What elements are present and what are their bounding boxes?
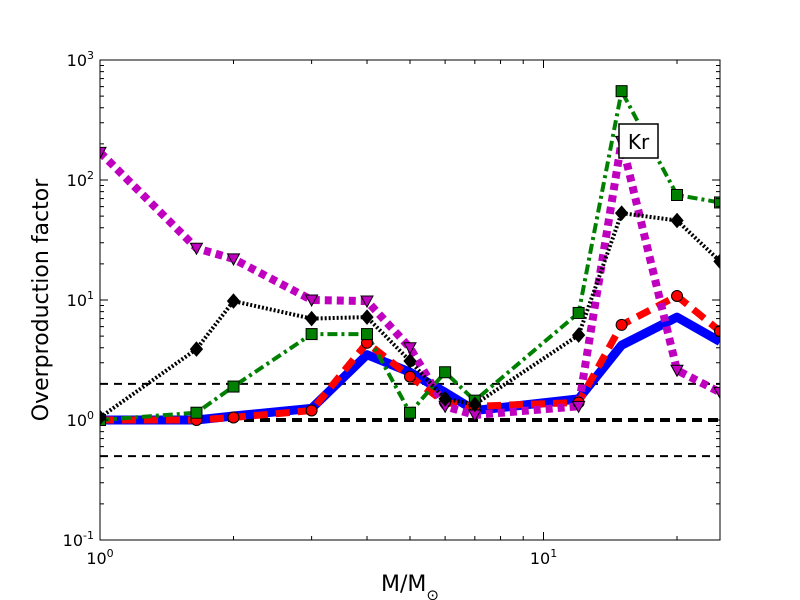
series-1-point xyxy=(404,370,416,383)
series-1-point xyxy=(671,289,684,302)
y-tick-label: 101 xyxy=(67,289,94,310)
x-tick-label: 101 xyxy=(530,547,557,568)
series-line-3 xyxy=(100,89,720,422)
series-4-point xyxy=(571,327,586,343)
y-tick-label: 100 xyxy=(67,409,94,430)
annotation-box: Kr xyxy=(618,123,659,159)
series-lines xyxy=(100,89,720,425)
plot-background xyxy=(100,60,720,540)
series-2-point xyxy=(100,146,107,160)
series-3-point xyxy=(227,380,240,393)
series-2-point xyxy=(403,342,417,355)
series-4-point xyxy=(438,391,452,407)
series-3-point xyxy=(572,306,585,319)
y-tick-label: 102 xyxy=(67,169,94,190)
series-2-point xyxy=(713,386,720,400)
y-tick-label: 103 xyxy=(67,49,94,70)
series-1-point xyxy=(305,404,318,417)
series-3-point xyxy=(714,196,720,209)
series-4-point xyxy=(100,409,107,426)
series-4-point xyxy=(670,212,684,229)
series-4-point xyxy=(403,353,417,369)
y-tick-label: 10-1 xyxy=(63,529,94,550)
series-3-point xyxy=(404,406,416,419)
annotation-label: Kr xyxy=(628,130,650,154)
series-4-point xyxy=(226,293,241,309)
series-3-point xyxy=(190,406,203,419)
series-2-point xyxy=(571,400,586,414)
x-tick-label: 100 xyxy=(86,547,113,568)
series-2-point xyxy=(226,253,241,266)
axis-ticks xyxy=(99,59,720,541)
series-4-point xyxy=(360,309,374,325)
series-1-point xyxy=(227,411,240,424)
series-2-point xyxy=(189,242,204,256)
series-1-point xyxy=(615,318,628,331)
series-3-point xyxy=(361,328,374,341)
series-4-point xyxy=(713,253,720,270)
series-2-point xyxy=(304,294,319,308)
series-line-4 xyxy=(100,211,720,420)
series-line-2 xyxy=(100,137,720,419)
series-2-point xyxy=(360,295,374,309)
x-axis-label: M/M⊙ xyxy=(381,572,439,600)
series-4-point xyxy=(189,341,204,357)
series-1-point xyxy=(714,325,720,338)
series-line-1 xyxy=(100,292,720,424)
series-4-point xyxy=(614,205,629,221)
series-3-point xyxy=(671,188,684,201)
y-axis-label: Overproduction factor xyxy=(29,178,54,421)
series-2-point xyxy=(670,364,684,378)
series-3-point xyxy=(305,328,318,341)
series-4-point xyxy=(468,396,482,413)
series-markers xyxy=(100,85,720,426)
series-3-point xyxy=(615,85,628,98)
series-4-point xyxy=(304,310,319,327)
series-3-point xyxy=(439,366,452,379)
